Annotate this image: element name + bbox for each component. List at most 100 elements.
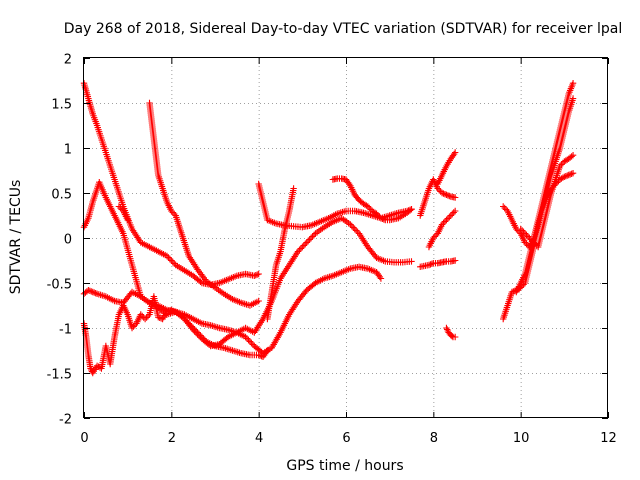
data-point-marker [520, 228, 527, 236]
chart-title: Day 268 of 2018, Sidereal Day-to-day VTE… [64, 21, 622, 37]
y-tick-label: 1.5 [51, 98, 72, 113]
data-point-marker [530, 239, 537, 246]
data-point-marker [438, 221, 446, 228]
data-point-marker [297, 245, 305, 252]
data-point-marker [290, 185, 297, 192]
data-point-marker [523, 240, 530, 248]
data-point-marker [189, 324, 197, 332]
data-point-marker [440, 219, 447, 227]
series-track-5 [80, 293, 271, 377]
data-point-marker [517, 225, 524, 233]
x-axis-ticks: 0 2 4 6 8 10 12 [80, 58, 617, 446]
data-point-marker [440, 190, 447, 197]
data-point-marker [448, 332, 456, 340]
data-point-marker [350, 224, 357, 231]
series-track-11 [417, 257, 459, 270]
data-point-marker [201, 336, 209, 344]
data-point-marker [377, 275, 385, 282]
data-point-marker [446, 192, 453, 200]
data-point-marker [264, 347, 271, 354]
y-axis-label: SDTVAR / TECUs [8, 180, 24, 295]
data-point-marker [155, 314, 162, 321]
series-track-1 [80, 80, 262, 288]
data-point-marker [115, 203, 123, 210]
data-point-marker [366, 204, 373, 212]
data-point-marker [310, 281, 318, 288]
data-point-marker [195, 330, 203, 338]
data-point-marker [569, 95, 577, 102]
series-track-10 [417, 176, 459, 219]
y-tick-label: -1.5 [47, 368, 72, 383]
data-point-marker [263, 348, 270, 356]
data-point-marker [521, 230, 529, 237]
data-point-marker [438, 189, 446, 197]
data-point-marker [131, 321, 139, 329]
data-point-marker [408, 258, 415, 265]
data-point-marker [168, 257, 175, 264]
data-point-marker [380, 216, 388, 223]
data-point-marker [408, 206, 415, 213]
data-point-marker [374, 212, 382, 219]
data-point-marker [526, 234, 533, 242]
data-point-marker [569, 170, 577, 177]
data-point-marker [450, 150, 458, 158]
series-track-7 [146, 99, 262, 309]
data-point-marker [89, 288, 96, 296]
data-point-marker [141, 315, 149, 323]
data-point-marker [197, 332, 204, 339]
data-point-marker [556, 162, 564, 170]
data-point-marker [294, 248, 302, 255]
data-point-marker [184, 318, 191, 326]
x-tick-label: 10 [513, 431, 530, 446]
series-track-17 [513, 80, 577, 296]
data-point-marker [139, 312, 146, 320]
data-point-marker [156, 314, 163, 321]
data-point-marker [444, 192, 452, 199]
x-tick-label: 8 [430, 431, 438, 446]
data-point-marker [223, 335, 230, 342]
data-point-marker [246, 338, 254, 345]
data-point-marker [198, 333, 206, 341]
data-point-marker [302, 240, 309, 248]
data-point-marker [451, 194, 459, 201]
data-point-marker [569, 152, 577, 159]
data-point-marker [431, 233, 438, 240]
data-point-marker [501, 204, 508, 212]
data-point-marker [166, 255, 174, 263]
data-point-marker [143, 314, 150, 321]
data-point-marker [197, 278, 204, 285]
data-point-marker [255, 351, 262, 359]
data-point-marker [309, 233, 316, 240]
data-point-marker [451, 333, 459, 341]
data-point-marker [430, 234, 437, 242]
x-tick-label: 6 [342, 431, 350, 446]
data-point-marker [191, 326, 198, 333]
y-tick-label: 0 [64, 233, 72, 248]
data-point-marker [565, 171, 572, 179]
y-tick-label: -2 [59, 413, 72, 428]
data-point-marker [304, 237, 312, 245]
y-tick-label: 2 [64, 53, 72, 68]
data-point-marker [443, 191, 450, 198]
y-tick-label: -1 [59, 323, 72, 338]
data-point-marker [255, 297, 262, 305]
series-track-12 [425, 207, 459, 251]
data-point-marker [306, 236, 313, 243]
data-point-marker [242, 333, 249, 341]
data-point-marker [347, 221, 354, 228]
data-point-marker [521, 239, 529, 246]
data-point-marker [178, 312, 185, 320]
data-point-marker [373, 210, 380, 217]
data-point-marker [249, 341, 257, 348]
data-point-marker [299, 243, 306, 251]
data-point-marker [564, 172, 571, 179]
data-point-marker [87, 365, 94, 372]
data-point-marker [449, 210, 456, 218]
data-point-marker [245, 336, 252, 344]
data-point-marker [427, 261, 434, 268]
data-point-marker [171, 260, 178, 267]
data-point-marker [518, 227, 526, 234]
data-point-marker [435, 186, 443, 194]
data-point-marker [169, 258, 176, 266]
data-point-marker [561, 173, 568, 180]
